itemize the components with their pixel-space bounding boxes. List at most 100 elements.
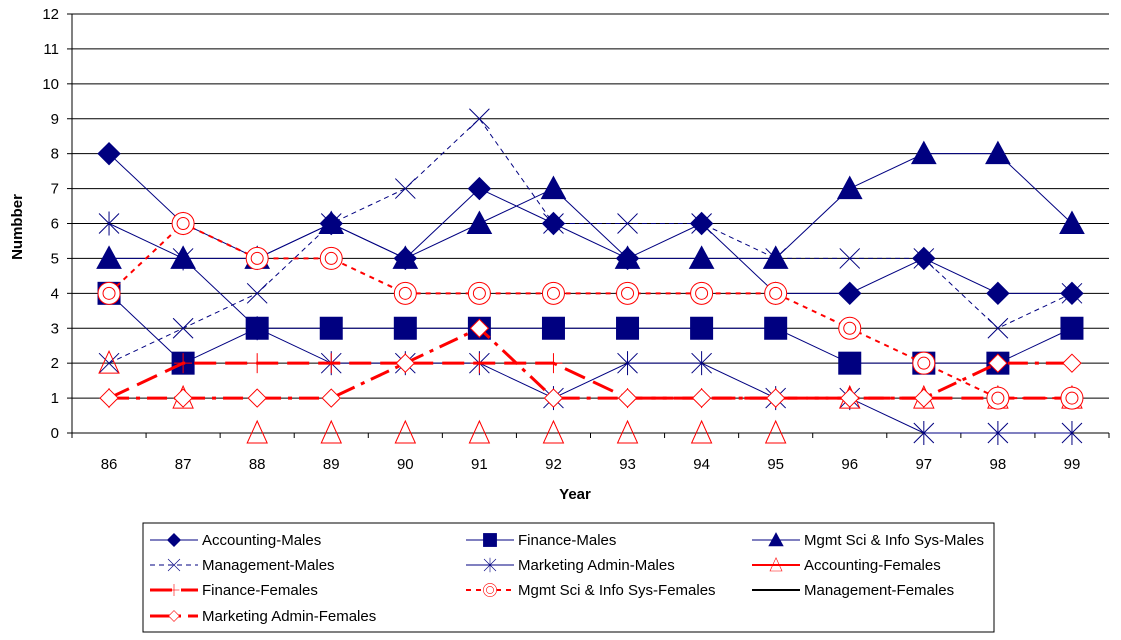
data-point: [764, 316, 788, 340]
data-point: [319, 246, 343, 270]
legend-item: Mgmt Sci & Info Sys-Females: [466, 582, 716, 599]
data-point: [840, 388, 860, 408]
series-line: [108, 222, 1072, 400]
data-point: [321, 388, 341, 408]
data-point: [764, 281, 788, 305]
data-point: [394, 419, 417, 444]
data-point: [1059, 210, 1085, 234]
x-tick-label: 96: [841, 456, 858, 473]
legend-item: Finance-Females: [150, 582, 318, 599]
data-point: [836, 175, 863, 200]
y-tick-label: 9: [51, 111, 59, 128]
x-tick-label: 99: [1064, 456, 1081, 473]
legend-marker: [769, 557, 783, 572]
data-point: [1060, 386, 1084, 410]
series-7: [97, 212, 1084, 410]
series-line: [108, 292, 1073, 364]
legend-item: Mgmt Sci & Info Sys-Males: [752, 532, 984, 549]
x-tick-label: 87: [175, 456, 192, 473]
data-point: [691, 388, 712, 408]
legend-marker: [768, 532, 784, 547]
data-point: [616, 281, 640, 305]
y-tick-label: 12: [42, 6, 59, 23]
legend-marker: [168, 610, 180, 622]
y-tick-label: 5: [51, 250, 59, 267]
data-point: [467, 281, 491, 305]
data-point: [617, 388, 638, 408]
legend-item: Accounting-Females: [752, 557, 941, 574]
data-point: [988, 353, 1008, 373]
legend-label: Accounting-Females: [804, 557, 941, 574]
data-point: [765, 248, 787, 269]
data-point: [688, 245, 715, 269]
data-point: [393, 316, 417, 340]
data-point: [541, 316, 565, 340]
data-point: [614, 245, 641, 269]
data-point: [544, 353, 563, 374]
series-9: [99, 318, 1082, 408]
data-point: [99, 388, 119, 408]
data-point: [838, 281, 862, 306]
series-lines: [96, 108, 1085, 445]
legend-marker: [483, 583, 497, 597]
data-point: [171, 212, 195, 235]
y-tick-label: 8: [51, 146, 59, 163]
data-point: [172, 317, 194, 339]
data-point: [470, 353, 489, 374]
x-tick-label: 92: [545, 456, 562, 473]
data-point: [97, 281, 121, 305]
legend-marker: [167, 558, 181, 572]
x-tick-label: 89: [323, 456, 340, 473]
x-tick-label: 97: [915, 456, 932, 473]
data-point: [762, 245, 789, 269]
legend-label: Finance-Females: [202, 582, 318, 599]
data-point: [320, 419, 343, 444]
data-point: [1062, 353, 1082, 373]
data-point: [765, 388, 786, 408]
data-point: [1060, 316, 1084, 340]
axes: [67, 13, 1110, 438]
y-tick-label: 1: [51, 390, 59, 407]
legend-label: Accounting-Males: [202, 532, 321, 549]
legend-label: Mgmt Sci & Info Sys-Females: [518, 582, 716, 599]
data-point: [540, 175, 567, 200]
data-point: [97, 141, 121, 166]
legend: Accounting-Males Finance-Males Mgmt Sci & …: [142, 522, 995, 633]
x-tick-label: 91: [471, 456, 488, 473]
y-axis-title: Numbber: [9, 194, 26, 260]
data-point: [838, 316, 862, 340]
series-line: [109, 326, 1072, 400]
series-2: [96, 140, 1085, 269]
data-point: [246, 282, 268, 304]
data-point: [764, 419, 787, 444]
data-point: [466, 210, 493, 234]
data-point: [987, 317, 1009, 339]
data-point: [469, 318, 490, 338]
data-point: [543, 388, 564, 408]
data-point: [691, 213, 712, 234]
data-point: [174, 353, 193, 374]
data-point: [691, 351, 712, 376]
data-point: [913, 421, 935, 445]
data-point: [322, 353, 341, 374]
legend-item: Management-Females: [752, 582, 954, 599]
series-line: [109, 153, 1073, 259]
legend-marker: [483, 533, 497, 547]
data-point: [98, 211, 120, 236]
legend-item: Finance-Males: [466, 532, 616, 549]
series-line: [108, 223, 1072, 434]
y-tick-label: 3: [51, 320, 59, 337]
data-point: [616, 419, 639, 444]
data-point: [469, 108, 490, 130]
legend-marker: [166, 532, 182, 548]
x-tick-label: 94: [693, 456, 710, 473]
data-point: [172, 246, 194, 271]
data-point: [543, 213, 564, 234]
y-tick-label: 10: [42, 76, 59, 93]
data-point: [912, 351, 936, 375]
data-point: [986, 386, 1010, 410]
data-point: [247, 388, 267, 408]
data-point: [838, 351, 862, 375]
data-point: [542, 419, 565, 444]
